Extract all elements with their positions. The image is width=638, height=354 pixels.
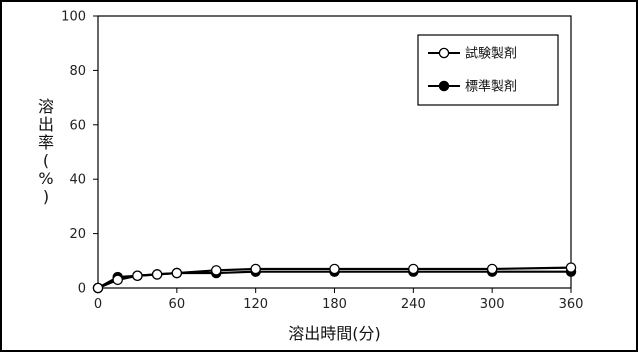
y-axis-title-char: 率 <box>38 133 54 152</box>
test-data-point <box>486 263 498 275</box>
test-data-point <box>112 274 123 286</box>
y-tick-label: 20 <box>69 227 86 242</box>
y-tick-label: 60 <box>69 118 86 133</box>
test-data-point <box>408 263 419 275</box>
x-axis-title: 溶出時間(分) <box>288 324 381 343</box>
x-tick-label: 120 <box>243 297 268 312</box>
test-data-point <box>132 270 143 282</box>
y-axis-title-char: ( <box>43 151 49 170</box>
x-tick-label: 300 <box>480 297 505 312</box>
test-data-point <box>565 262 577 273</box>
y-axis-title-char: % <box>38 169 53 188</box>
legend-label: 標準製剤 <box>465 79 517 95</box>
y-tick-label: 80 <box>69 64 86 79</box>
y-tick-label: 40 <box>69 173 86 188</box>
test-data-point <box>210 265 222 276</box>
y-axis-title-char: 出 <box>38 115 54 134</box>
series-layer <box>92 262 577 294</box>
y-axis-title: 溶出率(%) <box>38 97 54 206</box>
x-tick-label: 360 <box>559 297 584 312</box>
test-data-point <box>329 263 340 275</box>
x-tick-label: 240 <box>401 297 426 312</box>
legend-box <box>417 34 559 106</box>
test-data-point <box>151 269 163 280</box>
axis-titles: 溶出時間(分) 溶出率(%) <box>38 97 381 343</box>
y-tick-label: 100 <box>61 10 86 25</box>
open-circle-icon <box>438 47 450 59</box>
x-tick-label: 180 <box>322 297 347 312</box>
axes-layer: 0 20 40 60 80 100 0 60 120 180 240 300 360 <box>61 10 583 313</box>
test-data-point <box>92 282 104 294</box>
test-data-point <box>250 263 261 275</box>
filled-circle-icon <box>438 80 450 92</box>
test-data-point <box>171 267 183 279</box>
y-axis-title-char: ) <box>43 187 49 206</box>
x-tick-label: 0 <box>94 297 102 312</box>
x-tick-label: 60 <box>169 297 186 312</box>
y-axis-title-char: 溶 <box>38 97 54 116</box>
y-tick-label: 0 <box>78 282 86 297</box>
legend-label: 試験製剤 <box>465 46 517 62</box>
